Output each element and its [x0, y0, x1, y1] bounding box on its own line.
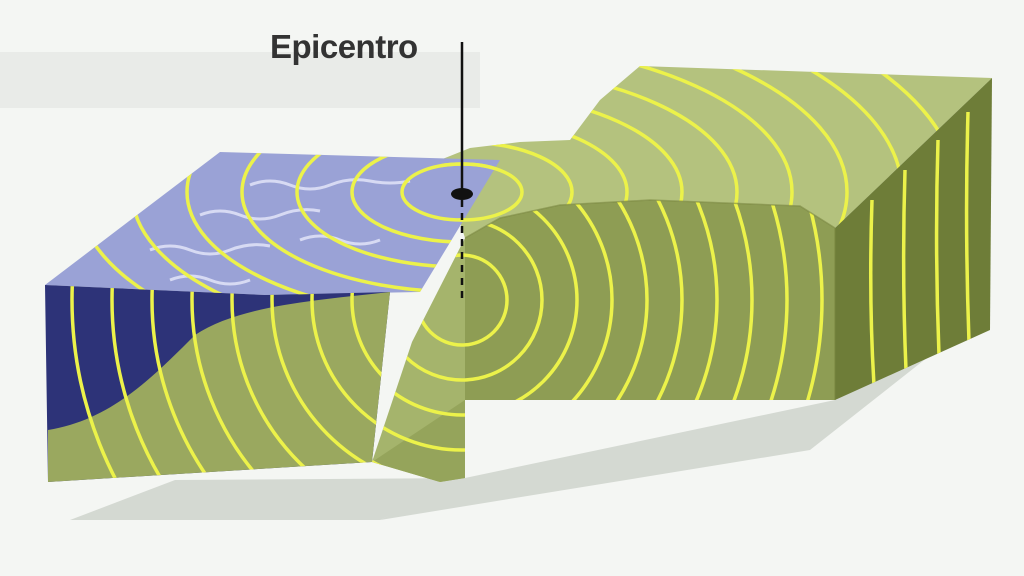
shadow-right	[380, 320, 975, 520]
shadow-left	[70, 478, 470, 520]
seabed-front-face	[48, 292, 390, 482]
land-side-face	[835, 78, 992, 400]
epicenter-marker	[451, 188, 473, 200]
land-front-face	[465, 200, 835, 400]
seismic-waves-side	[868, 111, 971, 386]
water-surface	[45, 152, 500, 295]
background-band	[0, 52, 480, 108]
seismic-waves-left	[70, 285, 390, 482]
fault-face-lower	[372, 400, 465, 482]
land-top-surface	[440, 66, 992, 238]
block-edges	[464, 199, 836, 400]
seismic-waves-front	[465, 200, 824, 400]
epicenter-label: Epicentro	[270, 28, 418, 65]
